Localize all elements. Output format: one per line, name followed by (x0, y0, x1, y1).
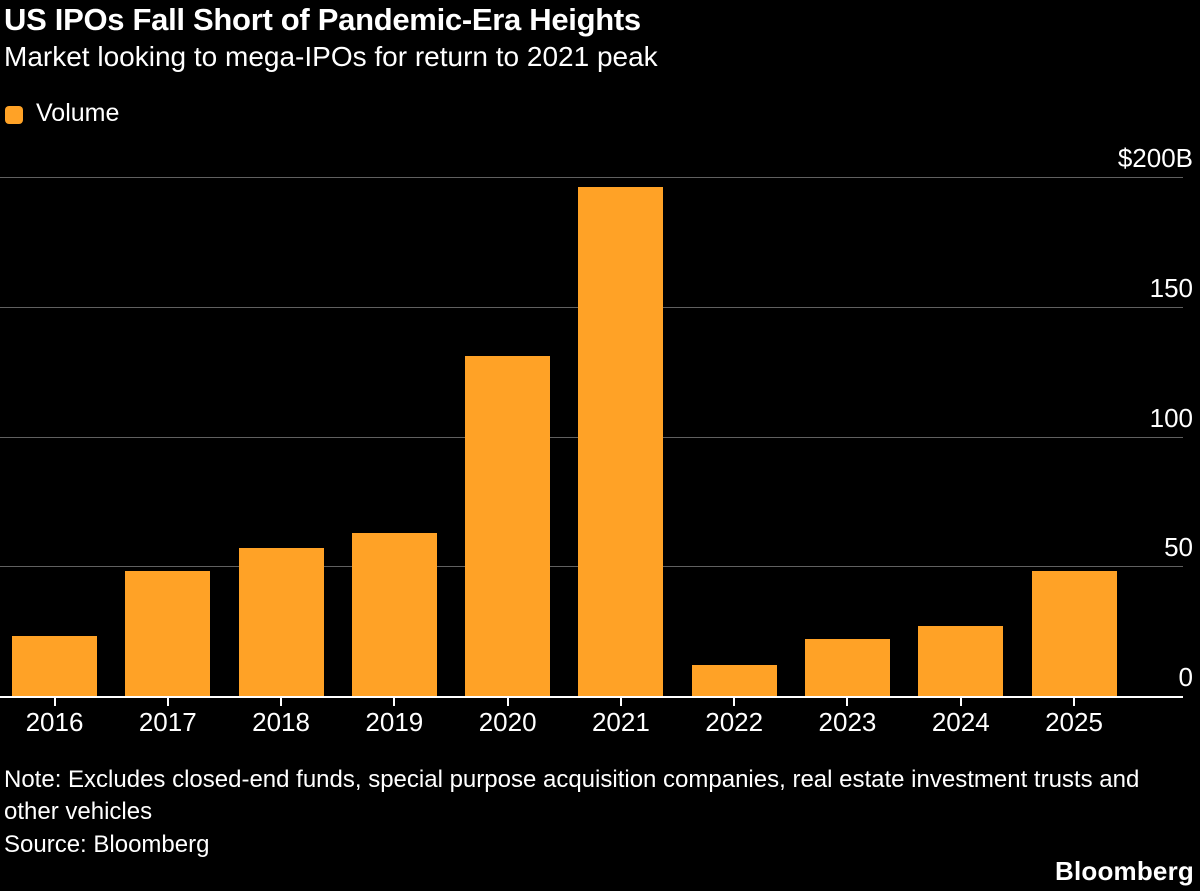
x-axis-tick-2018 (280, 698, 283, 706)
x-axis-label-2025: 2025 (1045, 707, 1103, 737)
y-axis-label-200: $200B (1117, 143, 1193, 173)
x-axis-baseline (0, 696, 1183, 698)
legend-label: Volume (36, 99, 120, 127)
bar-2021 (578, 187, 664, 698)
x-axis-label-2023: 2023 (818, 707, 877, 737)
gridline-200 (0, 177, 1183, 178)
bar-2017 (125, 571, 211, 698)
chart-note: Note: Excludes closed-end funds, special… (4, 766, 1140, 825)
chart-title: US IPOs Fall Short of Pandemic-Era Heigh… (4, 2, 641, 37)
x-axis-tick-2017 (166, 698, 169, 706)
bar-2022 (691, 664, 777, 698)
x-axis-label-2016: 2016 (25, 707, 84, 737)
bloomberg-logo: Bloomberg (1054, 856, 1194, 886)
x-axis-label-2024: 2024 (931, 707, 990, 737)
x-axis-tick-2019 (393, 698, 396, 706)
bar-2025 (1031, 571, 1117, 698)
x-axis-label-2019: 2019 (365, 707, 424, 737)
x-axis-tick-2024 (959, 698, 962, 706)
x-axis-tick-2025 (1073, 698, 1076, 706)
plot-area: 0 50 100 150 $200B 2016 2017 2018 2019 2020 2021 20… (0, 143, 1193, 737)
x-axis-label-2022: 2022 (705, 707, 764, 737)
bar-2023 (804, 638, 890, 698)
x-axis-label-2021: 2021 (591, 707, 650, 737)
x-axis-tick-2016 (53, 698, 56, 706)
x-axis-tick-2023 (846, 698, 849, 706)
bar-2019 (351, 532, 437, 698)
y-axis-label-100: 100 (1149, 403, 1193, 433)
y-axis-label-150: 150 (1149, 273, 1193, 303)
chart-source: Source: Bloomberg (4, 831, 210, 858)
x-axis-tick-2021 (619, 698, 622, 706)
bar-2020 (465, 356, 551, 698)
x-axis-label-2018: 2018 (252, 707, 310, 737)
x-axis-tick-2022 (733, 698, 736, 706)
bar-2016 (12, 636, 97, 698)
x-axis-label-2017: 2017 (138, 707, 197, 737)
bar-2018 (238, 548, 324, 698)
x-axis-tick-2020 (506, 698, 509, 706)
x-axis-label-2020: 2020 (478, 707, 537, 737)
y-axis-label-0: 0 (1178, 662, 1193, 692)
legend-swatch-icon (5, 105, 23, 124)
legend: Volume (5, 99, 120, 127)
y-axis-label-50: 50 (1164, 532, 1193, 562)
bar-2024 (918, 625, 1004, 698)
chart-subtitle: Market looking to mega-IPOs for return t… (4, 41, 658, 72)
